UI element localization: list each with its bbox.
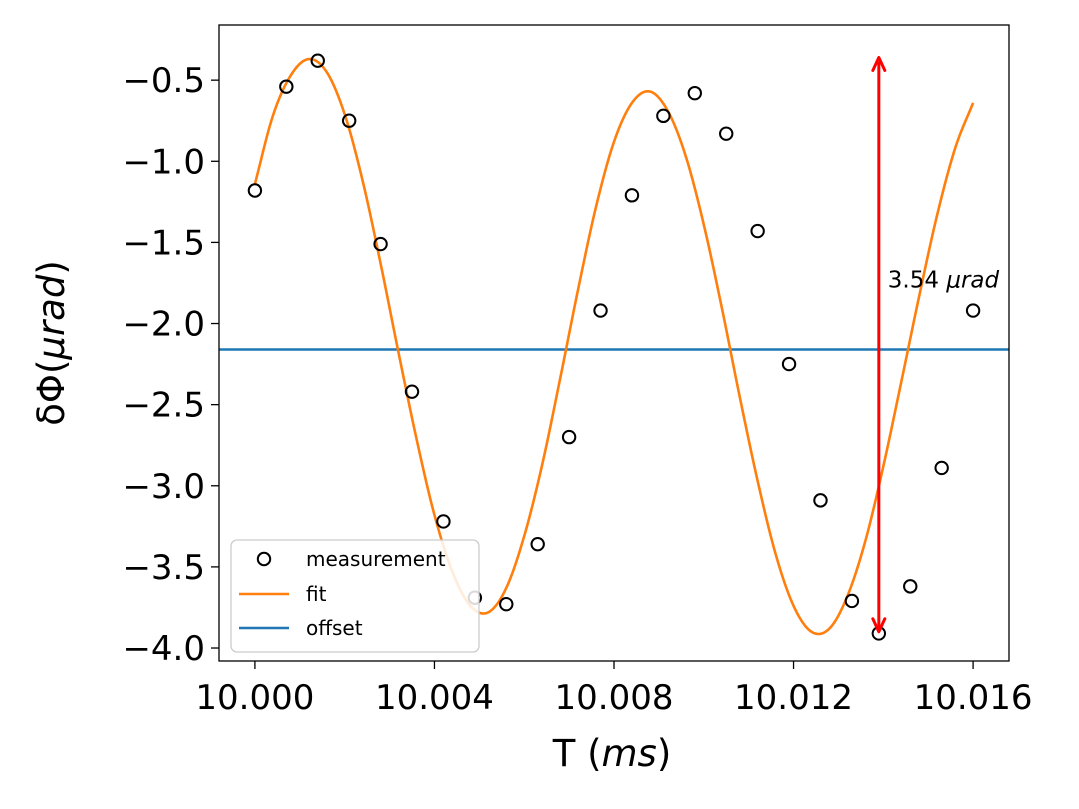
measurement-point xyxy=(719,126,734,141)
measurement-point xyxy=(781,356,797,372)
amplitude-label-number: 3.54 xyxy=(888,268,939,294)
legend-measurement-label: measurement xyxy=(306,547,446,571)
amplitude-label: 3.54 μrad xyxy=(888,268,1000,294)
measurement-point xyxy=(656,108,671,124)
y-tick-label: −2.5 xyxy=(122,386,205,426)
measurement-point xyxy=(499,597,514,612)
y-tick-label: −4.0 xyxy=(122,629,205,669)
y-tick-label: −1.0 xyxy=(122,142,205,182)
x-axis-label-unit: ms xyxy=(602,732,657,775)
measurement-point xyxy=(279,79,294,94)
y-tick-label: −0.5 xyxy=(122,61,205,101)
x-axis-label-prefix: T ( xyxy=(552,732,602,775)
measurement-point xyxy=(624,188,640,203)
y-axis-label: δΦ(μrad) xyxy=(30,260,73,426)
fit-line xyxy=(253,57,975,636)
measurement-point xyxy=(341,113,357,128)
x-tick-label: 10.016 xyxy=(914,678,1033,718)
y-axis-label-suffix: ) xyxy=(30,260,73,274)
x-axis-ticks: 10.000 10.004 10.008 10.012 10.016 xyxy=(195,661,1033,718)
measurement-markers xyxy=(247,53,981,641)
measurement-point xyxy=(404,384,420,399)
y-axis-ticks: −0.5 −1.0 −1.5 −2.0 −2.5 −3.0 −3.5 −4.0 xyxy=(122,61,219,669)
measurement-point xyxy=(934,460,949,476)
amplitude-arrow xyxy=(871,55,887,634)
legend-fit-label: fit xyxy=(306,582,327,606)
amplitude-label-unit: μrad xyxy=(945,268,999,294)
y-tick-label: −3.0 xyxy=(122,467,205,507)
legend-box xyxy=(230,539,480,653)
measurement-point xyxy=(813,493,828,508)
x-tick-label: 10.004 xyxy=(375,678,494,718)
measurement-point xyxy=(593,303,608,318)
legend: measurement fit offset xyxy=(230,539,480,653)
y-tick-label: −3.5 xyxy=(122,548,205,588)
amplitude-arrow-head-bottom xyxy=(871,617,887,634)
measurement-point xyxy=(436,514,451,529)
x-tick-label: 10.008 xyxy=(555,678,674,718)
y-axis-label-prefix: δΦ( xyxy=(30,360,73,426)
x-tick-label: 10.012 xyxy=(734,678,853,718)
measurement-point xyxy=(373,236,388,252)
x-axis-label: T (ms) xyxy=(552,732,672,775)
measurement-point xyxy=(530,536,545,552)
legend-offset-label: offset xyxy=(306,616,363,640)
plot-area xyxy=(219,53,1009,641)
measurement-point xyxy=(561,429,577,445)
amplitude-arrow-head-top xyxy=(871,55,887,72)
y-tick-label: −2.0 xyxy=(122,305,205,345)
x-tick-label: 10.000 xyxy=(195,678,314,718)
measurement-point xyxy=(310,53,325,68)
y-tick-label: −1.5 xyxy=(122,223,205,263)
measurement-point xyxy=(687,85,702,101)
measurement-point xyxy=(247,183,263,198)
measurement-point xyxy=(965,303,981,318)
measurement-point xyxy=(903,579,918,594)
measurement-point xyxy=(844,593,860,609)
x-axis-label-suffix: ) xyxy=(657,732,671,775)
legend-measurement-symbol xyxy=(256,551,272,567)
y-axis-label-unit: μrad xyxy=(30,274,73,360)
measurement-point xyxy=(750,223,765,239)
